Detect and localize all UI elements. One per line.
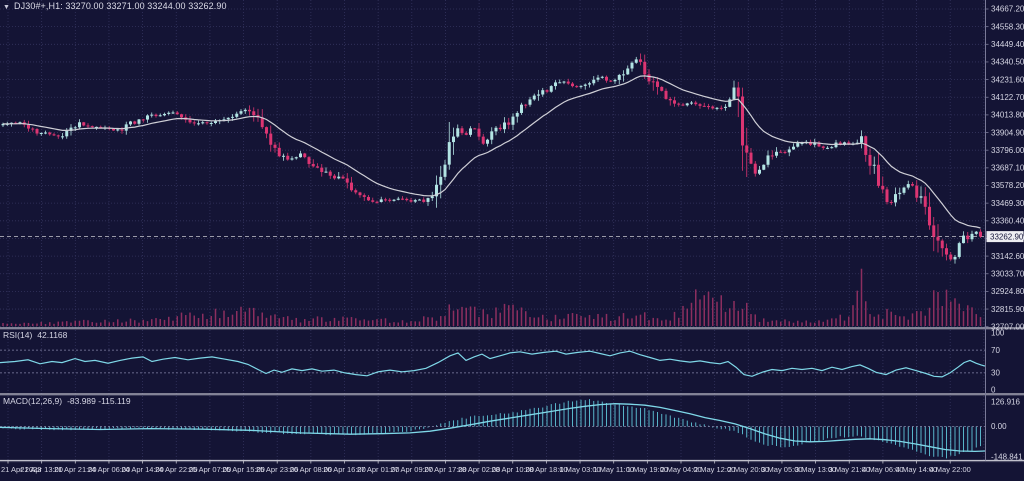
time-tick-label: 4 May 06:00 bbox=[862, 465, 903, 474]
price-tick-label: 34449.40 bbox=[991, 40, 1024, 49]
current-price-value: 33262.90 bbox=[990, 233, 1024, 242]
rsi-line bbox=[0, 350, 986, 378]
volume-series bbox=[2, 268, 982, 326]
price-tick-label: 34013.80 bbox=[991, 111, 1024, 120]
rsi-tick-label: 70 bbox=[991, 346, 1000, 355]
price-tick-label: 34122.70 bbox=[991, 93, 1024, 102]
price-tick-label: 33469.30 bbox=[991, 199, 1024, 208]
time-axis-line bbox=[0, 459, 1024, 463]
grid bbox=[0, 0, 985, 460]
time-tick-label: 4 May 22:00 bbox=[930, 465, 971, 474]
time-tick-label: 28 Apr 10:00 bbox=[491, 465, 534, 474]
ma-line bbox=[3, 75, 981, 229]
price-tick-label: 33033.70 bbox=[991, 269, 1024, 278]
time-tick-label: 27 Apr 17:00 bbox=[424, 465, 467, 474]
time-tick-label: 25 Apr 23:00 bbox=[256, 465, 299, 474]
price-tick-label: 32707.00 bbox=[991, 322, 1024, 331]
time-tick-label: 28 Apr 02:00 bbox=[458, 465, 501, 474]
price-tick-label: 34231.60 bbox=[991, 75, 1024, 84]
time-tick-label: 2 May 12:00 bbox=[694, 465, 735, 474]
price-tick-label: 34667.20 bbox=[991, 5, 1024, 14]
time-tick-label: 1 May 11:00 bbox=[593, 465, 634, 474]
macd-signal-line bbox=[0, 403, 986, 453]
rsi-tick-label: 100 bbox=[991, 329, 1005, 338]
pane-separator-2 bbox=[0, 393, 1024, 396]
time-tick-label: 27 Apr 09:00 bbox=[391, 465, 434, 474]
time-tick-label: 3 May 21:00 bbox=[829, 465, 870, 474]
time-tick-label: 26 Apr 16:00 bbox=[323, 465, 366, 474]
price-tick-label: 33360.40 bbox=[991, 217, 1024, 226]
time-tick-label: 24 Apr 06:00 bbox=[88, 465, 131, 474]
price-tick-label: 33578.20 bbox=[991, 181, 1024, 190]
time-tick-label: 3 May 05:00 bbox=[761, 465, 802, 474]
price-tick-label: 33142.60 bbox=[991, 252, 1024, 261]
macd-tick-label: 126.916 bbox=[991, 398, 1020, 407]
time-tick-label: 24 Apr 22:00 bbox=[155, 465, 198, 474]
macd-tick-label: 0.00 bbox=[991, 422, 1007, 431]
price-tick-label: 32924.80 bbox=[991, 287, 1024, 296]
price-tick-label: 34558.30 bbox=[991, 22, 1024, 31]
price-tick-label: 33796.00 bbox=[991, 146, 1024, 155]
rsi-scale[interactable]: 100 70 30 0 bbox=[991, 329, 1005, 395]
rsi-tick-label: 0 bbox=[991, 386, 996, 395]
price-axis[interactable]: 34667.20 34558.30 34449.40 34340.50 34231.60… bbox=[985, 5, 1024, 332]
time-tick-label: 2 May 04:00 bbox=[660, 465, 701, 474]
time-tick-label: 25 Apr 07:00 bbox=[189, 465, 232, 474]
time-tick-label: 27 Apr 01:00 bbox=[357, 465, 400, 474]
time-tick-label: 21 Apr 21:00 bbox=[54, 465, 97, 474]
price-tick-label: 33904.90 bbox=[991, 128, 1024, 137]
price-tick-label: 33687.10 bbox=[991, 164, 1024, 173]
time-tick-label: 4 May 14:00 bbox=[896, 465, 937, 474]
time-tick-label: 3 May 13:00 bbox=[795, 465, 836, 474]
time-tick-label: 26 Apr 08:00 bbox=[290, 465, 333, 474]
time-tick-label: 24 Apr 14:00 bbox=[121, 465, 164, 474]
rsi-levels bbox=[0, 349, 985, 374]
candles-series bbox=[1, 53, 982, 264]
price-tick-label: 34340.50 bbox=[991, 58, 1024, 67]
time-tick-label: 21 Apr 2023 bbox=[1, 465, 41, 474]
time-tick-label: 28 Apr 18:00 bbox=[525, 465, 568, 474]
rsi-tick-label: 30 bbox=[991, 369, 1000, 378]
pane-separator-1 bbox=[0, 327, 1024, 330]
macd-scale[interactable]: 126.916 0.00 -148.841 bbox=[991, 398, 1023, 462]
time-tick-label: 2 May 20:00 bbox=[728, 465, 769, 474]
price-tick-label: 32815.90 bbox=[991, 305, 1024, 314]
time-tick-label: 21 Apr 13:00 bbox=[20, 465, 63, 474]
time-tick-label: 1 May 03:00 bbox=[559, 465, 600, 474]
macd-tick-label: -148.841 bbox=[991, 453, 1023, 462]
time-tick-label: 1 May 19:00 bbox=[627, 465, 668, 474]
current-price-badge: 33262.90 bbox=[986, 231, 1024, 243]
time-tick-label: 25 Apr 15:00 bbox=[222, 465, 265, 474]
